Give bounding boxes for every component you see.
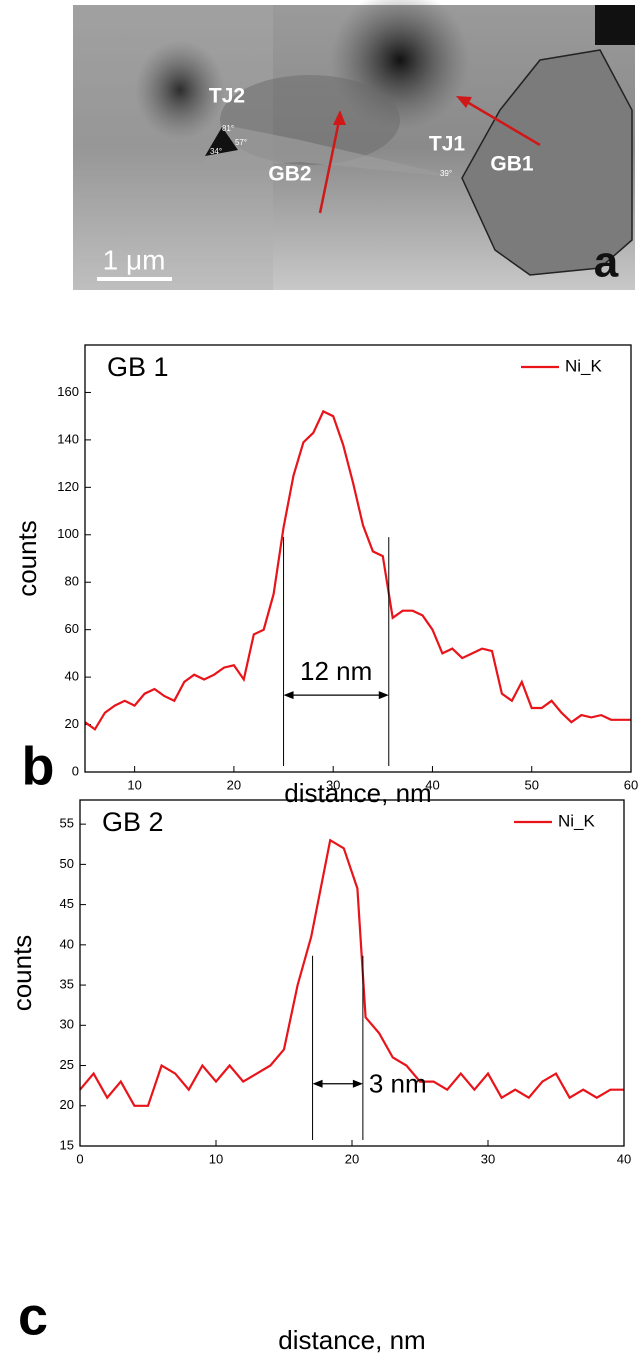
x-tick-label: 40 — [425, 777, 439, 792]
scale-bar-label: 1 μm — [103, 244, 166, 275]
data-line — [84, 409, 631, 731]
y-tick-label: 20 — [60, 1097, 74, 1112]
y-tick-label: 25 — [60, 1057, 74, 1072]
label: TJ1 — [429, 133, 466, 156]
angle: 57° — [235, 138, 247, 147]
x-tick-label: 60 — [624, 777, 638, 792]
y-tick-label: 50 — [60, 856, 74, 871]
y-tick-label: 40 — [60, 936, 74, 951]
y-tick-label: 30 — [60, 1017, 74, 1032]
angle: 39° — [440, 169, 452, 178]
y-tick-label: 100 — [57, 526, 79, 541]
panel-label: a — [594, 238, 619, 287]
micrograph — [73, 0, 635, 290]
y-tick-label: 55 — [60, 816, 74, 831]
chart-title: GB 2 — [102, 807, 164, 837]
y-tick-label: 0 — [72, 763, 79, 778]
y-tick-label: 15 — [60, 1137, 74, 1152]
panel-label: b — [22, 736, 55, 796]
label: GB2 — [268, 163, 311, 186]
y-tick-label: 20 — [65, 716, 79, 731]
y-axis-label: counts — [7, 935, 37, 1012]
chart-title: GB 1 — [107, 352, 169, 382]
micrograph-labels: TJ2 GB2 TJ1 GB1 81° 57° 34° 39° 1 μm a — [103, 85, 619, 287]
y-tick-label: 35 — [60, 977, 74, 992]
y-tick-label: 80 — [65, 574, 79, 589]
y-tick-label: 160 — [57, 384, 79, 399]
x-axis-label: distance, nm — [284, 778, 431, 808]
legend-label: Ni_K — [558, 811, 596, 830]
x-tick-label: 30 — [481, 1151, 495, 1166]
y-tick-label: 45 — [60, 896, 74, 911]
x-tick-label: 40 — [617, 1151, 631, 1166]
x-tick-label: 0 — [76, 1151, 83, 1166]
annotation-text: 3 nm — [369, 1069, 427, 1099]
angle: 34° — [210, 147, 222, 156]
x-tick-label: 30 — [326, 777, 340, 792]
x-tick-label: 10 — [127, 777, 141, 792]
angle: 81° — [222, 124, 234, 133]
data-line — [79, 838, 624, 1107]
x-axis-label: distance, nm — [278, 1325, 425, 1355]
label: GB1 — [490, 153, 534, 176]
panel-label: c — [18, 1286, 48, 1346]
x-tick-label: 50 — [524, 777, 538, 792]
x-tick-label: 10 — [209, 1151, 223, 1166]
y-tick-label: 140 — [57, 431, 79, 446]
x-tick-label: 20 — [227, 777, 241, 792]
y-tick-label: 120 — [57, 479, 79, 494]
plot-frame — [84, 344, 632, 773]
annotation-text: 12 nm — [300, 656, 372, 686]
y-tick-label: 60 — [65, 621, 79, 636]
plot-frame — [79, 799, 625, 1147]
label: TJ2 — [209, 85, 245, 108]
y-tick-label: 40 — [65, 669, 79, 684]
y-axis-label: counts — [12, 520, 42, 597]
legend-label: Ni_K — [565, 356, 603, 375]
x-tick-label: 20 — [345, 1151, 359, 1166]
